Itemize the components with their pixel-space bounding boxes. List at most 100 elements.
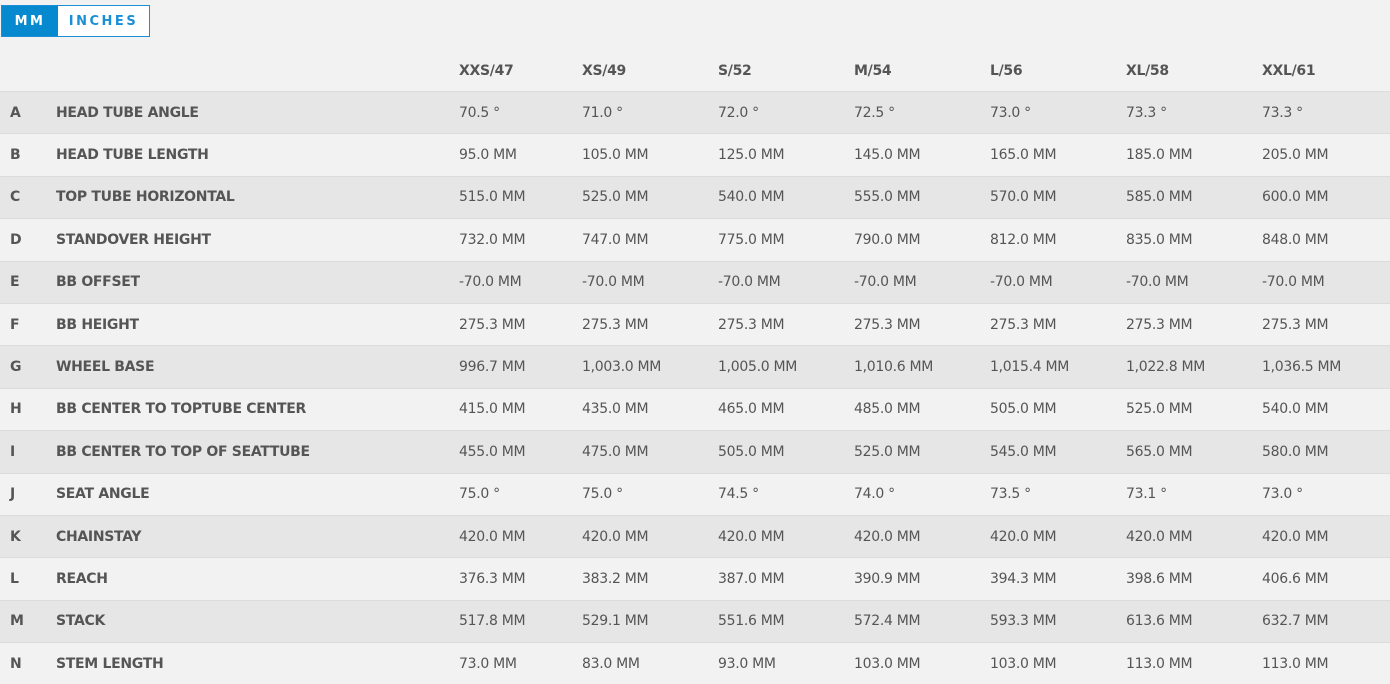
row-value: 420.0 MM <box>718 528 785 545</box>
row-value: 555.0 MM <box>854 189 921 206</box>
row-value: 1,036.5 MM <box>1262 359 1342 376</box>
table-row: D STANDOVER HEIGHT 732.0 MM 747.0 MM 775.0 M… <box>0 218 1390 260</box>
table-row: J SEAT ANGLE 75.0 ° 75.0 ° 74.5 ° 74.0 ° 73.5 … <box>0 472 1390 515</box>
row-value: 515.0 MM <box>459 189 526 206</box>
row-value: 113.0 MM <box>1126 655 1193 672</box>
size-header: XL/58 <box>1126 62 1169 79</box>
row-value: 275.3 MM <box>582 316 649 333</box>
row-name: TOP TUBE HORIZONTAL <box>56 189 235 206</box>
row-value: 376.3 MM <box>459 570 526 587</box>
row-value: 747.0 MM <box>582 231 649 248</box>
row-value: 420.0 MM <box>582 528 649 545</box>
row-name: REACH <box>56 570 108 587</box>
row-value: 812.0 MM <box>990 231 1057 248</box>
size-header: L/56 <box>990 62 1023 79</box>
row-value: 73.1 ° <box>1126 486 1167 503</box>
row-value: 848.0 MM <box>1262 231 1329 248</box>
row-value: -70.0 MM <box>990 274 1053 291</box>
row-value: 73.0 ° <box>990 104 1031 121</box>
row-value: 93.0 MM <box>718 655 776 672</box>
row-value: 275.3 MM <box>718 316 785 333</box>
row-value: 71.0 ° <box>582 104 623 121</box>
row-value: 398.6 MM <box>1126 570 1193 587</box>
row-value: 420.0 MM <box>854 528 921 545</box>
mm-button[interactable]: MM <box>2 6 58 36</box>
row-value: 525.0 MM <box>582 189 649 206</box>
row-value: -70.0 MM <box>582 274 645 291</box>
row-value: -70.0 MM <box>1126 274 1189 291</box>
inches-button[interactable]: INCHES <box>68 13 139 29</box>
table-row: C TOP TUBE HORIZONTAL 515.0 MM 525.0 MM 540.… <box>0 175 1390 219</box>
size-header: XXL/61 <box>1262 62 1316 79</box>
row-value: 205.0 MM <box>1262 147 1329 164</box>
row-value: 145.0 MM <box>854 147 921 164</box>
row-value: 420.0 MM <box>1262 528 1329 545</box>
size-header: XXS/47 <box>459 62 514 79</box>
row-letter: C <box>10 189 20 206</box>
row-value: 74.5 ° <box>718 486 759 503</box>
row-value: 387.0 MM <box>718 570 785 587</box>
row-value: 485.0 MM <box>854 401 921 418</box>
row-value: 565.0 MM <box>1126 443 1193 460</box>
row-value: 394.3 MM <box>990 570 1057 587</box>
row-name: STACK <box>56 613 106 630</box>
table-header: XXS/47 XS/49 S/52 M/54 L/56 XL/58 XXL/61 <box>0 50 1390 91</box>
row-value: 75.0 ° <box>459 486 500 503</box>
row-value: 383.2 MM <box>582 570 649 587</box>
size-header: XS/49 <box>582 62 626 79</box>
row-value: 103.0 MM <box>854 655 921 672</box>
row-value: 275.3 MM <box>459 316 526 333</box>
row-value: 835.0 MM <box>1126 231 1193 248</box>
table-row: E BB OFFSET -70.0 MM -70.0 MM -70.0 MM -70.0 … <box>0 260 1390 303</box>
row-value: 75.0 ° <box>582 486 623 503</box>
row-value: 406.6 MM <box>1262 570 1329 587</box>
row-value: 1,010.6 MM <box>854 359 934 376</box>
row-value: 525.0 MM <box>1126 401 1193 418</box>
row-value: 540.0 MM <box>718 189 785 206</box>
units-toggle: MM INCHES <box>1 5 150 37</box>
row-name: STANDOVER HEIGHT <box>56 231 211 248</box>
row-letter: A <box>10 104 21 121</box>
row-value: 632.7 MM <box>1262 613 1329 630</box>
table-row: L REACH 376.3 MM 383.2 MM 387.0 MM 390.9 MM 39… <box>0 557 1390 599</box>
row-value: 73.3 ° <box>1262 104 1303 121</box>
row-value: 275.3 MM <box>854 316 921 333</box>
row-letter: K <box>10 528 21 545</box>
row-value: 517.8 MM <box>459 613 526 630</box>
row-value: 540.0 MM <box>1262 401 1329 418</box>
row-name: WHEEL BASE <box>56 359 155 376</box>
table-row: K CHAINSTAY 420.0 MM 420.0 MM 420.0 MM 420.0 … <box>0 514 1390 558</box>
row-value: 73.0 MM <box>459 655 517 672</box>
row-name: BB OFFSET <box>56 274 140 291</box>
row-letter: H <box>10 401 22 418</box>
row-value: 580.0 MM <box>1262 443 1329 460</box>
row-value: 70.5 ° <box>459 104 500 121</box>
row-value: 1,015.4 MM <box>990 359 1070 376</box>
row-value: 593.3 MM <box>990 613 1057 630</box>
row-letter: F <box>10 316 20 333</box>
row-letter: E <box>10 274 20 291</box>
table-row: I BB CENTER TO TOP OF SEATTUBE 455.0 MM 475… <box>0 430 1390 473</box>
row-value: 72.5 ° <box>854 104 895 121</box>
row-value: 275.3 MM <box>990 316 1057 333</box>
row-value: 996.7 MM <box>459 359 526 376</box>
row-name: HEAD TUBE LENGTH <box>56 147 209 164</box>
row-value: 545.0 MM <box>990 443 1057 460</box>
row-value: 420.0 MM <box>1126 528 1193 545</box>
geometry-table: XXS/47 XS/49 S/52 M/54 L/56 XL/58 XXL/61 A HEAD … <box>0 50 1390 684</box>
row-value: 551.6 MM <box>718 613 785 630</box>
row-value: 420.0 MM <box>990 528 1057 545</box>
row-value: 73.3 ° <box>1126 104 1167 121</box>
row-value: 505.0 MM <box>990 401 1057 418</box>
row-value: 105.0 MM <box>582 147 649 164</box>
row-value: 103.0 MM <box>990 655 1057 672</box>
row-value: 165.0 MM <box>990 147 1057 164</box>
row-value: 74.0 ° <box>854 486 895 503</box>
row-value: 1,022.8 MM <box>1126 359 1206 376</box>
row-letter: D <box>10 231 22 248</box>
table-row: B HEAD TUBE LENGTH 95.0 MM 105.0 MM 125.0 MM… <box>0 133 1390 175</box>
row-name: BB CENTER TO TOPTUBE CENTER <box>56 401 306 418</box>
row-value: 455.0 MM <box>459 443 526 460</box>
row-name: CHAINSTAY <box>56 528 142 545</box>
row-value: 465.0 MM <box>718 401 785 418</box>
